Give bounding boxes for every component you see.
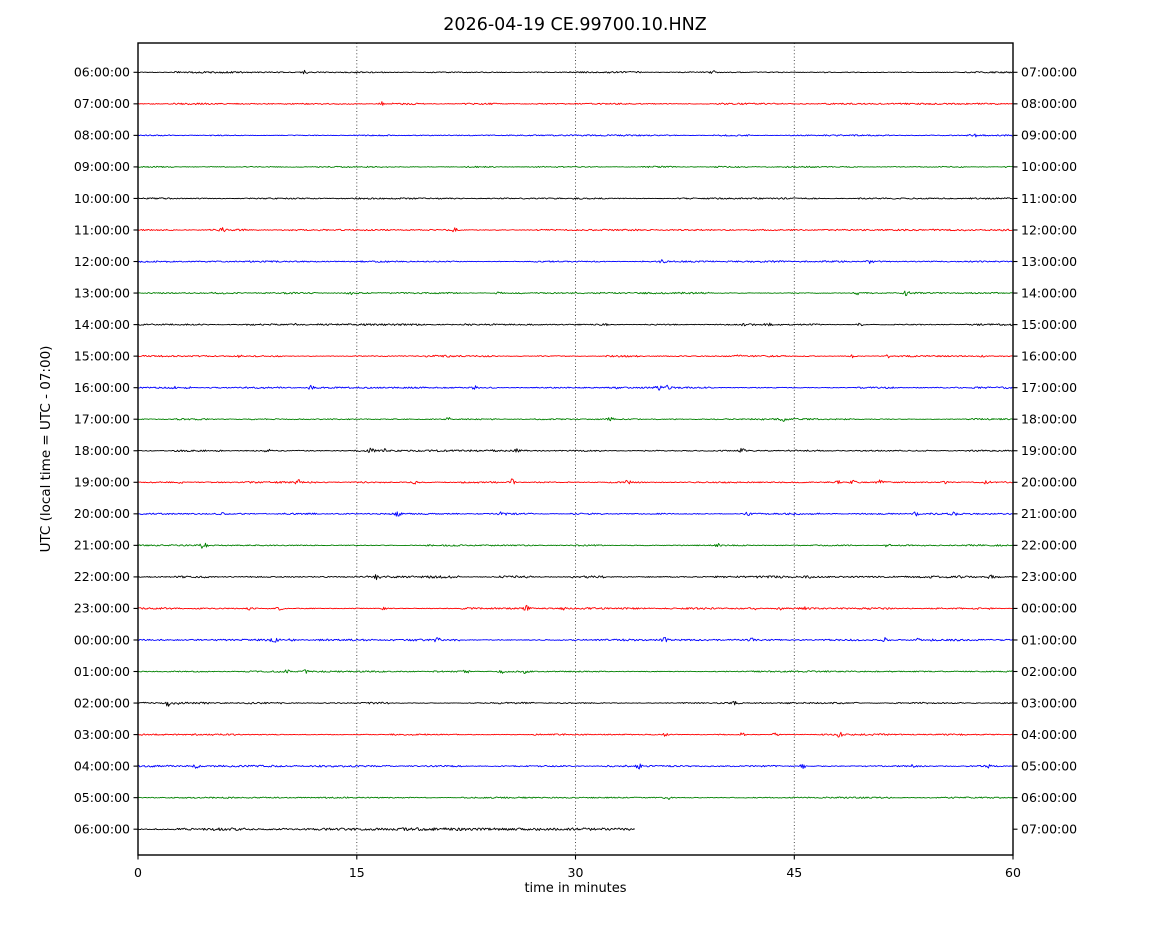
trace-row-2-utc-080000 (137, 133, 1013, 138)
y-tick-label-local: 18:00:00 (1021, 412, 1077, 427)
y-tick-label-utc: 12:00:00 (74, 254, 130, 269)
y-tick-label-local: 08:00:00 (1021, 96, 1077, 111)
y-tick-label-utc: 04:00:00 (74, 758, 130, 773)
x-tick-label: 0 (134, 865, 142, 880)
x-tick-label: 60 (1005, 865, 1021, 880)
y-tick-label-utc: 21:00:00 (74, 538, 130, 553)
y-tick-label-local: 00:00:00 (1021, 601, 1077, 616)
x-tick-label: 15 (349, 865, 365, 880)
trace-row-19-utc-010000 (137, 669, 1013, 675)
trace-row-17-utc-230000 (137, 604, 1013, 611)
trace-row-24-utc-060000 (137, 827, 636, 832)
y-tick-label-local: 07:00:00 (1021, 65, 1077, 80)
y-tick-label-utc: 06:00:00 (74, 65, 130, 80)
y-tick-label-local: 15:00:00 (1021, 317, 1077, 332)
y-tick-label-local: 12:00:00 (1021, 222, 1077, 237)
y-tick-label-utc: 18:00:00 (74, 443, 130, 458)
y-tick-label-utc: 02:00:00 (74, 695, 130, 710)
y-tick-label-utc: 14:00:00 (74, 317, 130, 332)
x-tick-label: 30 (568, 865, 584, 880)
y-tick-label-utc: 15:00:00 (74, 348, 130, 363)
trace-row-0-utc-060000 (137, 69, 1014, 75)
trace-row-3-utc-090000 (137, 165, 1013, 169)
trace-row-13-utc-190000 (137, 478, 1014, 485)
y-tick-label-local: 17:00:00 (1021, 380, 1077, 395)
y-tick-label-utc: 07:00:00 (74, 96, 130, 111)
x-tick-label: 45 (786, 865, 802, 880)
trace-row-7-utc-130000 (137, 290, 1013, 297)
y-tick-label-local: 14:00:00 (1021, 285, 1077, 300)
y-tick-label-utc: 22:00:00 (74, 569, 130, 584)
y-tick-label-utc: 20:00:00 (74, 506, 130, 521)
y-tick-label-utc: 05:00:00 (74, 790, 130, 805)
y-tick-label-local: 07:00:00 (1021, 822, 1077, 837)
y-tick-label-utc: 08:00:00 (74, 128, 130, 143)
trace-row-5-utc-110000 (137, 227, 1013, 233)
y-tick-label-utc: 16:00:00 (74, 380, 130, 395)
trace-row-18-utc-000000 (137, 636, 1014, 643)
y-tick-label-utc: 09:00:00 (74, 159, 130, 174)
trace-row-8-utc-140000 (137, 322, 1014, 327)
y-tick-label-local: 09:00:00 (1021, 128, 1077, 143)
trace-row-9-utc-150000 (137, 354, 1013, 359)
y-tick-label-utc: 13:00:00 (74, 285, 130, 300)
y-tick-label-local: 02:00:00 (1021, 664, 1077, 679)
y-tick-label-utc: 17:00:00 (74, 412, 130, 427)
y-tick-label-local: 16:00:00 (1021, 348, 1077, 363)
trace-row-22-utc-040000 (137, 763, 1013, 770)
y-tick-label-local: 05:00:00 (1021, 758, 1077, 773)
y-tick-label-utc: 01:00:00 (74, 664, 130, 679)
trace-row-21-utc-030000 (137, 731, 1013, 738)
y-tick-label-utc: 11:00:00 (74, 222, 130, 237)
trace-row-16-utc-220000 (137, 574, 1014, 581)
trace-row-23-utc-050000 (137, 796, 1013, 801)
y-tick-label-local: 21:00:00 (1021, 506, 1077, 521)
y-tick-label-utc: 10:00:00 (74, 191, 130, 206)
y-tick-label-local: 04:00:00 (1021, 727, 1077, 742)
y-tick-label-utc: 03:00:00 (74, 727, 130, 742)
y-tick-label-local: 22:00:00 (1021, 538, 1077, 553)
y-tick-label-local: 19:00:00 (1021, 443, 1077, 458)
y-tick-label-utc: 23:00:00 (74, 601, 130, 616)
y-tick-label-local: 23:00:00 (1021, 569, 1077, 584)
trace-row-12-utc-180000 (137, 447, 1014, 453)
trace-row-15-utc-210000 (137, 542, 1013, 549)
y-tick-label-local: 20:00:00 (1021, 475, 1077, 490)
y-tick-label-local: 06:00:00 (1021, 790, 1077, 805)
trace-row-10-utc-160000 (137, 384, 1013, 391)
y-tick-label-local: 01:00:00 (1021, 632, 1077, 647)
y-tick-label-local: 13:00:00 (1021, 254, 1077, 269)
trace-row-14-utc-200000 (137, 511, 1014, 517)
y-tick-label-utc: 06:00:00 (74, 822, 130, 837)
trace-row-11-utc-170000 (137, 417, 1014, 422)
y-tick-label-local: 03:00:00 (1021, 695, 1077, 710)
y-tick-label-local: 10:00:00 (1021, 159, 1077, 174)
trace-row-1-utc-070000 (137, 101, 1013, 106)
x-axis-label: time in minutes (524, 881, 627, 896)
trace-row-6-utc-120000 (137, 259, 1013, 265)
y-tick-label-local: 11:00:00 (1021, 191, 1077, 206)
trace-row-4-utc-100000 (137, 197, 1014, 200)
y-tick-label-utc: 19:00:00 (74, 475, 130, 490)
y-tick-label-utc: 00:00:00 (74, 632, 130, 647)
page-title: 2026-04-19 CE.99700.10.HNZ (443, 15, 707, 35)
trace-row-20-utc-020000 (137, 700, 1013, 707)
